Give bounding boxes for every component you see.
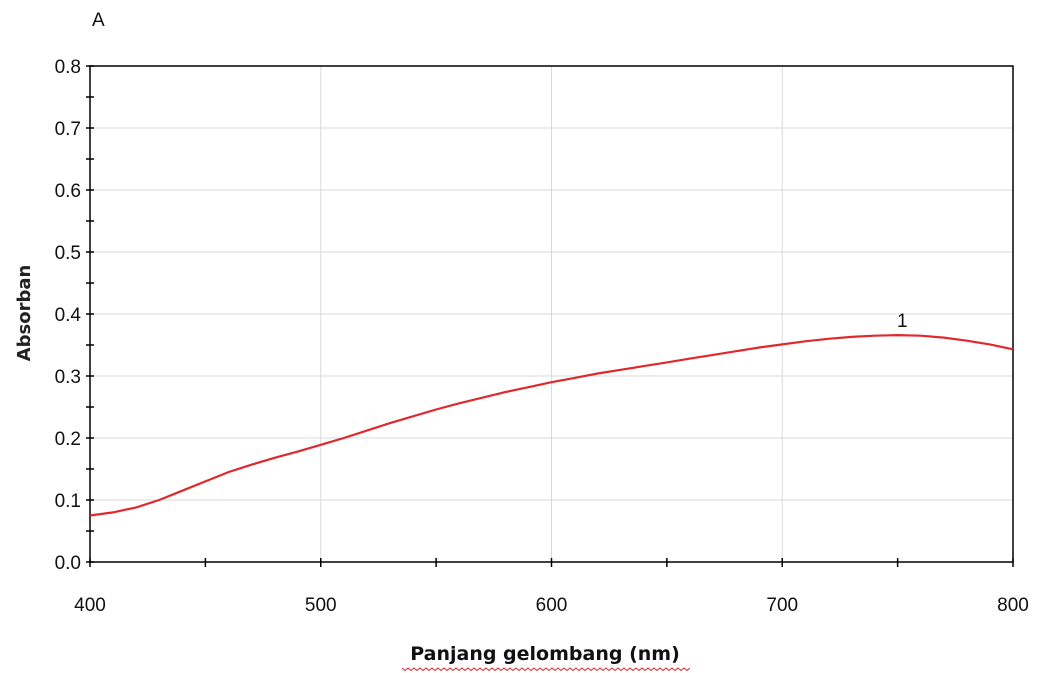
x-tick-label-500: 500 [305,595,337,616]
x-tick-label-600: 600 [536,595,568,616]
y-tick-label-0.8: 0.8 [55,57,81,78]
y-tick-label-0.3: 0.3 [55,367,81,388]
y-minor-ticks [86,65,94,563]
x-axis-label: Panjang gelombang (nm) [410,643,680,665]
grid [90,66,1013,562]
x-axis-ticks [89,558,1014,567]
y-tick-label-0.7: 0.7 [55,119,81,140]
y-tick-label-0.2: 0.2 [55,429,81,450]
y-tick-label-0.4: 0.4 [55,305,82,326]
x-tick-label-400: 400 [74,595,106,616]
y-axis-label: Absorban [14,265,35,362]
x-tick-label-800: 800 [997,595,1029,616]
peak-annotation-label: 1 [897,311,908,332]
y-tick-label-0.6: 0.6 [55,181,81,202]
x-axis-tick-labels: 400 500 600 700 800 [74,595,1029,616]
x-tick-label-700: 700 [766,595,798,616]
spellcheck-underline [401,667,691,672]
y-tick-label-0.1: 0.1 [55,491,81,512]
y-tick-label-0.0: 0.0 [55,553,81,574]
y-tick-label-0.5: 0.5 [55,243,81,264]
series-line-1 [89,333,1014,517]
y-axis-tick-labels: 0.0 0.1 0.2 0.3 0.4 0.5 0.6 0.7 0.8 [55,57,82,574]
y-unit-label: A [92,10,105,31]
